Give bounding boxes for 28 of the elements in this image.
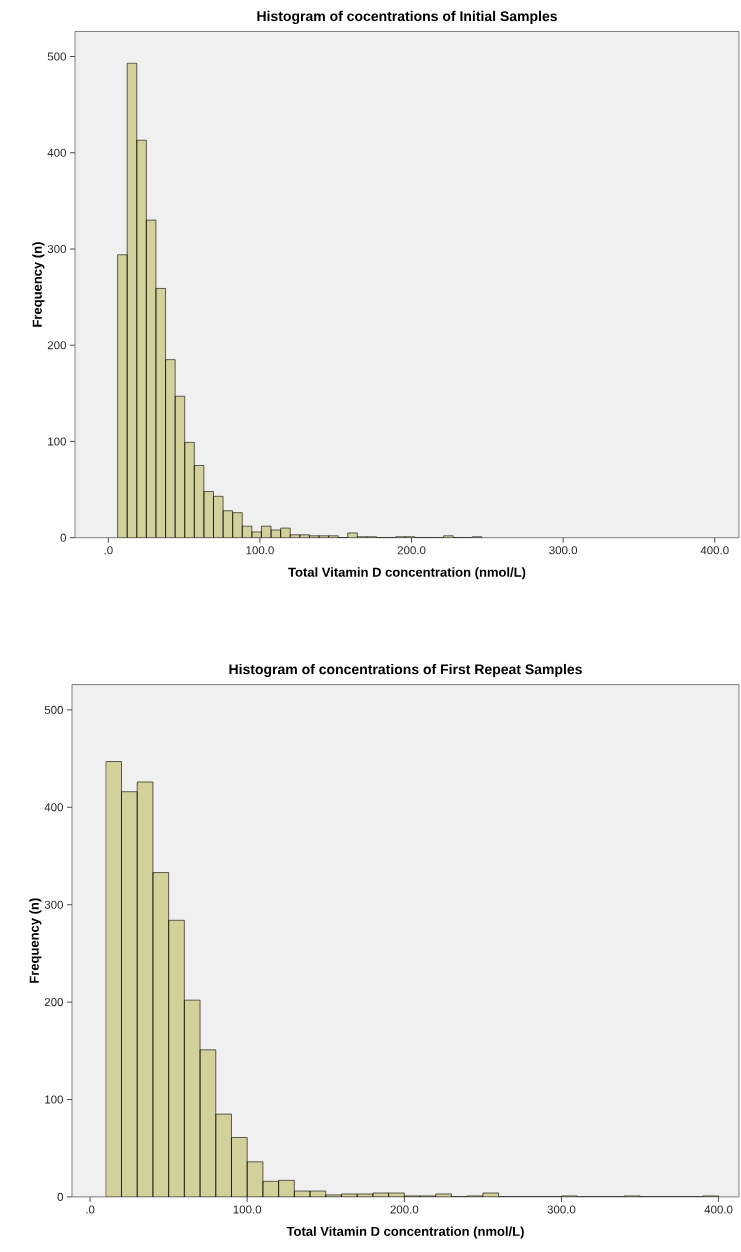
x-tick-label: 200.0 bbox=[397, 546, 426, 555]
y-tick-label: 300 bbox=[47, 244, 67, 254]
y-tick-label: 200 bbox=[47, 341, 67, 350]
y-tick-label: 400 bbox=[47, 148, 67, 157]
x-tick-label: 300.0 bbox=[547, 1205, 576, 1214]
x-axis-title: Total Vitamin D concentration (nmol/L) bbox=[288, 567, 526, 580]
chart-title: Histogram of concentrations of First Repeat Samples bbox=[229, 663, 582, 678]
x-tick-label: .0 bbox=[86, 1205, 95, 1214]
x-tick-label: 100.0 bbox=[233, 1205, 262, 1214]
x-tick-label: 400.0 bbox=[700, 546, 729, 555]
y-axis-title: Frequency (n) bbox=[29, 898, 42, 983]
y-tick-label: 300 bbox=[44, 900, 64, 909]
y-tick-label: 500 bbox=[44, 705, 64, 714]
x-axis-title: Total Vitamin D concentration (nmol/L) bbox=[286, 1226, 524, 1239]
chart-title: Histogram of cocentrations of Initial Samples bbox=[257, 10, 557, 24]
x-tick-label: 100.0 bbox=[246, 546, 274, 555]
y-tick-label: 100 bbox=[45, 1095, 64, 1104]
y-tick-label: 0 bbox=[57, 1192, 64, 1201]
x-tick-label: .0 bbox=[104, 546, 113, 555]
y-tick-label: 400 bbox=[44, 803, 64, 812]
y-tick-label: 500 bbox=[47, 52, 67, 61]
y-tick-label: 0 bbox=[60, 533, 67, 542]
y-tick-label: 200 bbox=[44, 998, 64, 1007]
y-axis-title: Frequency (n) bbox=[32, 242, 45, 327]
x-tick-label: 300.0 bbox=[549, 546, 578, 555]
y-tick-label: 100 bbox=[48, 437, 67, 446]
x-tick-label: 400.0 bbox=[704, 1205, 733, 1214]
x-tick-label: 200.0 bbox=[390, 1205, 419, 1214]
